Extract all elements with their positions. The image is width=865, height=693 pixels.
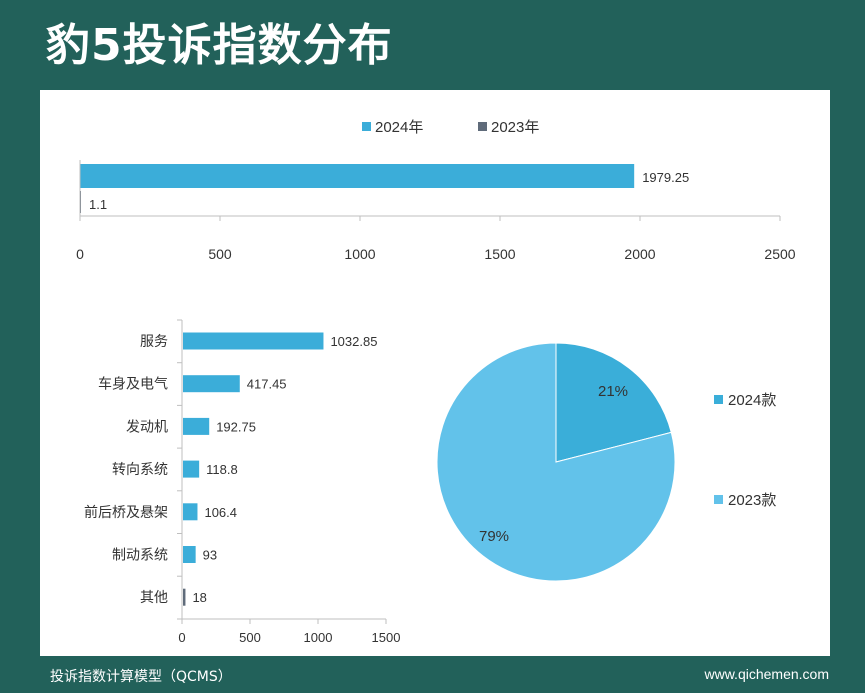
category-label: 制动系统 xyxy=(112,547,168,563)
bar-value-label: 106.4 xyxy=(204,505,237,520)
category-label: 车身及电气 xyxy=(98,376,168,392)
pie-legend-swatch-2024 xyxy=(714,395,723,404)
category-label: 发动机 xyxy=(126,418,168,434)
x-tick-label-2: 1500 xyxy=(372,630,401,645)
bar-category xyxy=(183,588,186,606)
pie-label-2023: 79% xyxy=(479,528,509,545)
pie-legend-swatch-2023 xyxy=(714,495,723,504)
legend-swatch-2024 xyxy=(362,122,371,131)
x-tick-label-1: 1000 xyxy=(344,246,375,262)
legend-label-2024: 2024年 xyxy=(375,119,423,136)
legend-swatch-2023 xyxy=(478,122,487,131)
bar-category xyxy=(183,503,198,521)
x-tick-label-1: 0 xyxy=(76,246,84,262)
pie-label-2024: 21% xyxy=(598,383,628,400)
x-tick-label-2: 0 xyxy=(178,630,185,645)
pie-legend-label-2023: 2023款 xyxy=(728,492,776,509)
chart-panel: 2024年 2023年 1979.25 1.1 0 500 1000 1500 2000 2500… xyxy=(40,90,830,656)
bar-category xyxy=(183,332,324,350)
footer-model-label: 投诉指数计算模型（QCMS） xyxy=(50,669,232,685)
x-tick-label-1: 2000 xyxy=(624,246,655,262)
pie-slice-2023 xyxy=(436,342,676,582)
bar-category xyxy=(183,417,210,435)
bar-value-label: 18 xyxy=(192,590,206,605)
bar-value-label: 118.8 xyxy=(206,462,238,477)
bar-value-label: 192.75 xyxy=(216,419,256,434)
x-tick-label-2: 1000 xyxy=(304,630,333,645)
bar-2024 xyxy=(80,164,635,188)
charts-canvas: 2024年 2023年 1979.25 1.1 0 500 1000 1500 2000 2500… xyxy=(76,119,796,645)
x-tick-label-1: 500 xyxy=(208,246,232,262)
category-label: 服务 xyxy=(140,333,168,349)
pie-legend-label-2024: 2024款 xyxy=(728,392,776,409)
bar-value-label: 93 xyxy=(203,548,217,563)
footer-website: www.qichemen.com xyxy=(704,666,830,682)
legend-label-2023: 2023年 xyxy=(491,119,539,136)
x-tick-label-1: 2500 xyxy=(764,246,795,262)
bar-value-label-2023: 1.1 xyxy=(89,197,107,212)
page-title: 豹5投诉指数分布 xyxy=(46,20,393,71)
category-label: 前后桥及悬架 xyxy=(84,504,168,520)
category-label: 其他 xyxy=(140,589,168,605)
x-tick-label-2: 500 xyxy=(239,630,261,645)
x-tick-label-1: 1500 xyxy=(484,246,515,262)
category-label: 转向系统 xyxy=(112,461,168,477)
bar-value-label: 417.45 xyxy=(247,377,287,392)
bar-category xyxy=(183,460,200,478)
bar-category xyxy=(183,375,240,393)
pie-slice-2024 xyxy=(555,342,672,463)
bar-value-label: 1032.85 xyxy=(330,334,377,349)
bar-value-label-2024: 1979.25 xyxy=(642,170,689,185)
bar-category xyxy=(183,546,196,563)
